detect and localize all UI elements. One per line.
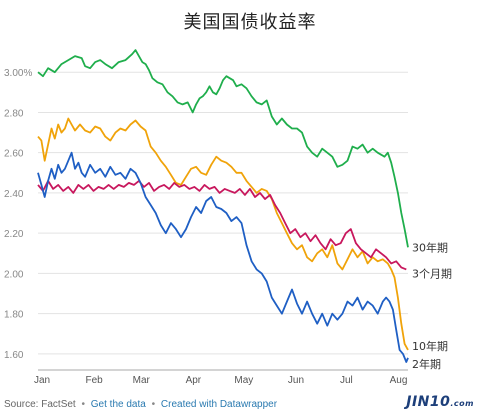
watermark-text: JIN10	[406, 394, 451, 410]
x-tick-label: Jan	[34, 375, 50, 386]
watermark-suffix: .com	[450, 399, 474, 408]
series-end-label: 2年期	[412, 357, 441, 371]
series-end-label: 10年期	[412, 339, 448, 353]
x-tick-label: Apr	[186, 375, 202, 386]
y-tick-label: 1.60	[4, 350, 24, 361]
x-tick-labels: Jan Feb Mar Apr May Jun Jul Aug	[34, 375, 408, 386]
footer-separator: •	[151, 399, 156, 410]
y-tick-label: 2.20	[4, 229, 24, 240]
series-lines	[37, 49, 409, 363]
source-text: Source: FactSet	[4, 399, 76, 410]
get-data-link[interactable]: Get the data	[90, 399, 146, 410]
series-end-labels: 30年期 3个月期 10年期 2年期	[412, 240, 452, 371]
jin10-watermark-logo: JIN10.com	[406, 394, 474, 410]
grid-layer	[38, 71, 408, 371]
x-tick-label: Mar	[133, 375, 151, 386]
y-tick-label: 2.60	[4, 149, 24, 160]
chart-title: 美国国债收益率	[183, 12, 317, 33]
series-end-label: 30年期	[412, 240, 448, 254]
x-tick-label: Aug	[390, 375, 408, 386]
y-tick-label: 1.80	[4, 310, 24, 321]
series-line-10年期	[37, 117, 409, 351]
y-tick-label: 3.00%	[4, 68, 32, 79]
y-tick-label: 2.00	[4, 269, 24, 280]
y-tick-label: 2.40	[4, 189, 24, 200]
source-footer: Source: FactSet • Get the data • Created…	[4, 399, 277, 410]
y-tick-labels: 1.60 1.80 2.00 2.20 2.40 2.60 2.80 3.00%	[4, 68, 32, 361]
series-line-30年期	[37, 49, 409, 248]
x-tick-label: Jun	[288, 375, 304, 386]
x-tick-label: Feb	[86, 375, 104, 386]
series-line-3个月期	[37, 179, 407, 271]
series-line-2年期	[37, 151, 409, 363]
y-tick-label: 2.80	[4, 108, 24, 119]
footer-separator: •	[81, 399, 85, 410]
datawrapper-link[interactable]: Created with Datawrapper	[160, 399, 278, 410]
x-tick-label: Jul	[340, 375, 353, 386]
series-end-label: 3个月期	[412, 267, 452, 280]
x-tick-label: May	[234, 375, 253, 386]
